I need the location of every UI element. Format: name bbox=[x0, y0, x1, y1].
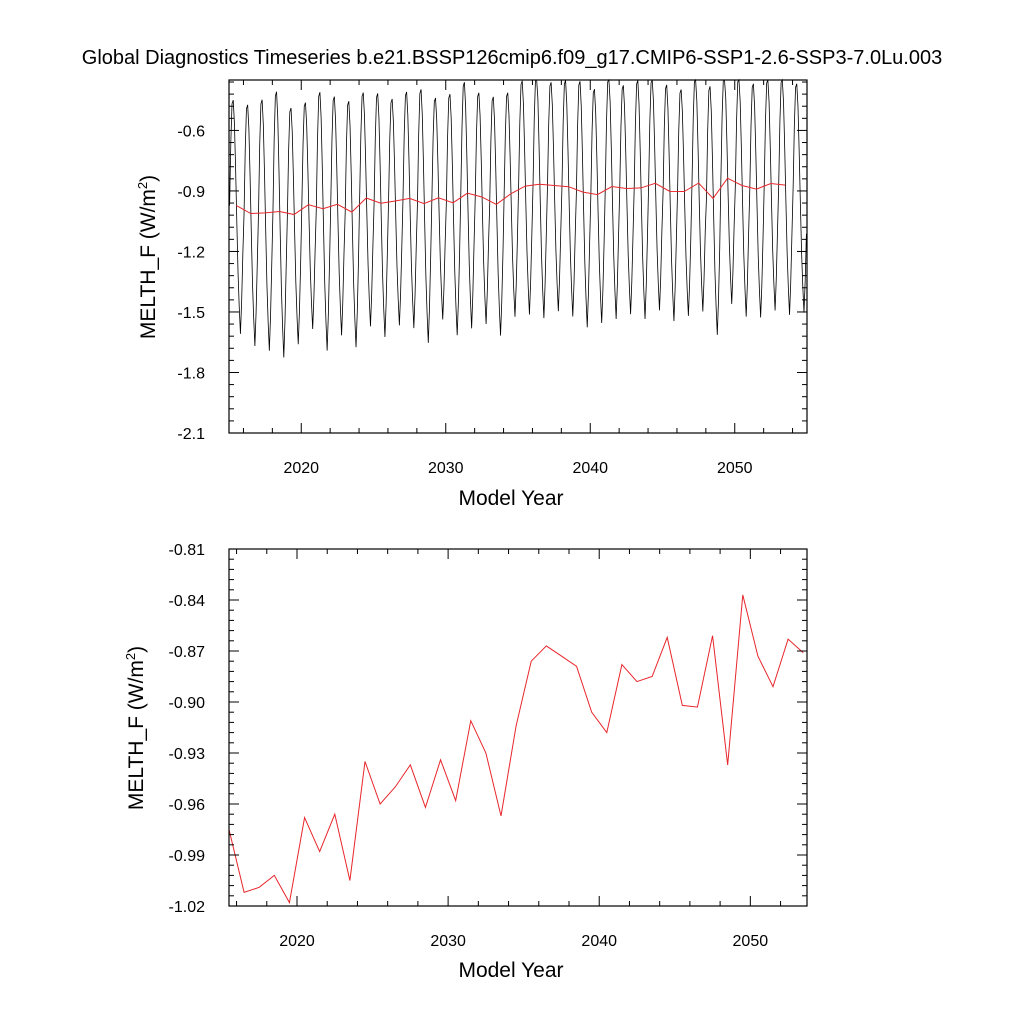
y-tick-label: -0.87 bbox=[169, 644, 206, 661]
plot-frame bbox=[228, 548, 808, 907]
x-tick-label: 2020 bbox=[283, 460, 319, 477]
y-tick-label: -2.1 bbox=[177, 426, 205, 443]
x-axis-label: Model Year bbox=[458, 959, 563, 982]
y-tick-label: -1.2 bbox=[177, 244, 205, 261]
x-axis-label: Model Year bbox=[458, 487, 563, 510]
annual-mean-series-line bbox=[228, 594, 804, 905]
y-tick-label: -0.81 bbox=[169, 542, 206, 559]
x-tick-label: 2030 bbox=[428, 460, 464, 477]
y-axis-label: MELTH_F (W/m2) bbox=[123, 646, 148, 810]
y-axis-label-close: ) bbox=[125, 646, 148, 653]
y-axis-label-main: MELTH_F (W/m bbox=[137, 189, 160, 339]
y-axis-label-superscript: 2 bbox=[123, 653, 138, 660]
monthly-series-line bbox=[229, 78, 807, 358]
x-tick-label: 2040 bbox=[572, 460, 608, 477]
x-tick-label: 2020 bbox=[279, 933, 315, 950]
y-tick-label: -0.96 bbox=[169, 797, 206, 814]
x-tick-label: 2050 bbox=[717, 460, 753, 477]
x-tick-label: 2040 bbox=[581, 933, 617, 950]
y-tick-label: -1.8 bbox=[177, 365, 205, 382]
x-tick-label: 2050 bbox=[733, 933, 769, 950]
timeseries-panel-monthly: 2020 2030 2040 2050 -2.1 -1.8 -1.5 -1.2 -0.9 -0.6… bbox=[135, 78, 808, 510]
annual-mean-series-line bbox=[235, 177, 786, 216]
y-axis-label-superscript: 2 bbox=[135, 182, 150, 189]
y-axis-label-main: MELTH_F (W/m bbox=[125, 660, 148, 810]
y-tick-label: -1.5 bbox=[177, 305, 205, 322]
y-tick-label: -0.84 bbox=[169, 593, 206, 610]
y-tick-label: -0.9 bbox=[177, 184, 205, 201]
y-tick-label: -0.93 bbox=[169, 746, 206, 763]
figure-title: Global Diagnostics Timeseries b.e21.BSSP… bbox=[82, 47, 942, 69]
y-tick-label: -0.99 bbox=[169, 848, 206, 865]
y-tick-label: -0.90 bbox=[169, 695, 206, 712]
y-axis-label: MELTH_F (W/m2) bbox=[135, 175, 160, 339]
x-tick-label: 2030 bbox=[430, 933, 466, 950]
y-axis-label-close: ) bbox=[137, 175, 160, 182]
y-tick-label: -0.6 bbox=[177, 123, 205, 140]
timeseries-panel-annual: 2020 2030 2040 2050 -1.02 -0.99 -0.96 -0.93 -0.9… bbox=[123, 542, 808, 982]
plot-frame bbox=[228, 79, 808, 434]
y-tick-label: -1.02 bbox=[169, 899, 206, 916]
